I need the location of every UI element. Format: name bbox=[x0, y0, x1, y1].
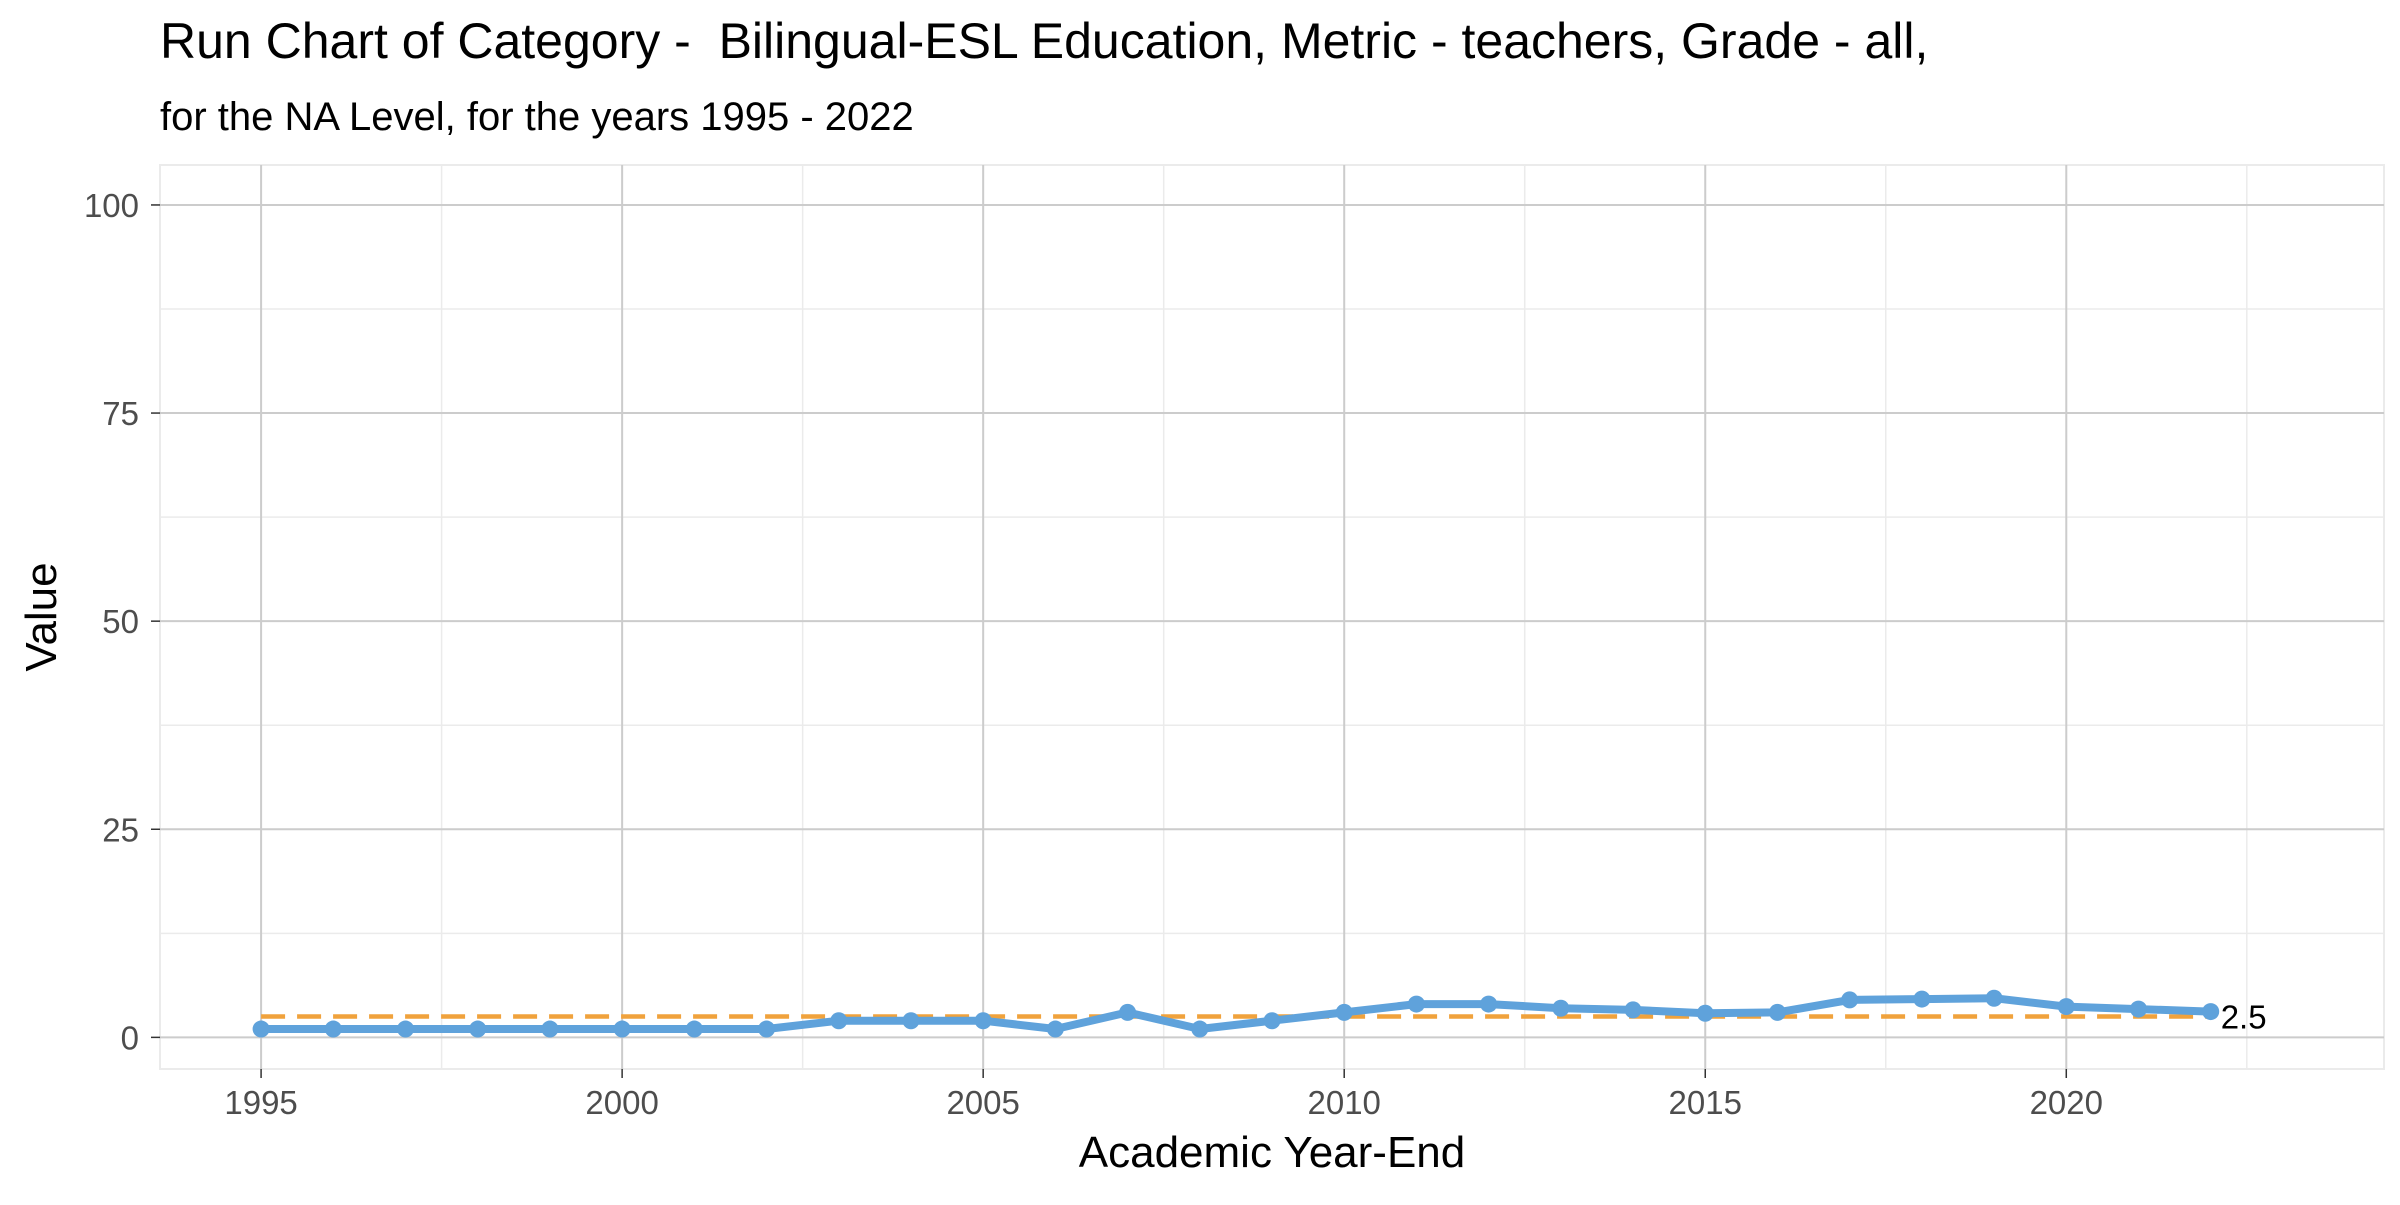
data-point bbox=[1480, 995, 1498, 1013]
data-point bbox=[541, 1020, 559, 1038]
data-point bbox=[1624, 1001, 1642, 1019]
data-point bbox=[1335, 1003, 1353, 1021]
y-tick-label: 100 bbox=[84, 187, 139, 224]
data-point bbox=[830, 1012, 848, 1030]
data-point bbox=[758, 1020, 776, 1038]
x-tick-label: 2015 bbox=[1669, 1084, 1742, 1121]
data-point bbox=[1191, 1020, 1209, 1038]
chart-subtitle: for the NA Level, for the years 1995 - 2… bbox=[160, 95, 914, 139]
data-point bbox=[1841, 991, 1859, 1009]
x-tick-label: 2010 bbox=[1307, 1084, 1380, 1121]
data-point bbox=[2057, 998, 2075, 1016]
y-tick-label: 0 bbox=[121, 1019, 139, 1056]
data-point bbox=[1913, 990, 1931, 1008]
data-point bbox=[685, 1020, 703, 1038]
series-line bbox=[257, 994, 2215, 1033]
data-point bbox=[324, 1020, 342, 1038]
data-point bbox=[1407, 995, 1425, 1013]
data-point bbox=[2202, 1003, 2220, 1021]
series-layer bbox=[252, 989, 2220, 1038]
x-tick-label: 2005 bbox=[946, 1084, 1019, 1121]
data-point bbox=[1985, 989, 2003, 1007]
minor-gridlines bbox=[160, 165, 2384, 1069]
x-axis-label: Academic Year-End bbox=[1079, 1128, 1465, 1177]
y-tick-label: 50 bbox=[102, 603, 139, 640]
data-point bbox=[1696, 1004, 1714, 1022]
reference-layer: 2.5 bbox=[261, 999, 2267, 1036]
y-axis-label: Value bbox=[17, 562, 66, 671]
major-gridlines bbox=[160, 165, 2384, 1069]
axis-ticks: 1995 2000 2005 2010 2015 2020 0 25 50 75 100 bbox=[84, 187, 2103, 1121]
data-point bbox=[2129, 1000, 2147, 1018]
data-point bbox=[1768, 1003, 1786, 1021]
plot-panel bbox=[159, 164, 2385, 1070]
y-tick-label: 25 bbox=[102, 811, 139, 848]
data-point bbox=[469, 1020, 487, 1038]
data-point bbox=[902, 1012, 920, 1030]
x-tick-label: 1995 bbox=[224, 1084, 297, 1121]
y-tick-label: 75 bbox=[102, 395, 139, 432]
median-label: 2.5 bbox=[2221, 999, 2267, 1036]
x-tick-label: 2020 bbox=[2030, 1084, 2103, 1121]
data-point bbox=[397, 1020, 415, 1038]
data-point bbox=[1046, 1020, 1064, 1038]
data-point bbox=[1119, 1003, 1137, 1021]
data-point bbox=[252, 1020, 270, 1038]
data-point bbox=[1552, 999, 1570, 1017]
x-tick-label: 2000 bbox=[585, 1084, 658, 1121]
data-point bbox=[974, 1012, 992, 1030]
data-point bbox=[1263, 1012, 1281, 1030]
data-point bbox=[613, 1020, 631, 1038]
chart-title: Run Chart of Category - Bilingual-ESL Ed… bbox=[160, 13, 1928, 69]
